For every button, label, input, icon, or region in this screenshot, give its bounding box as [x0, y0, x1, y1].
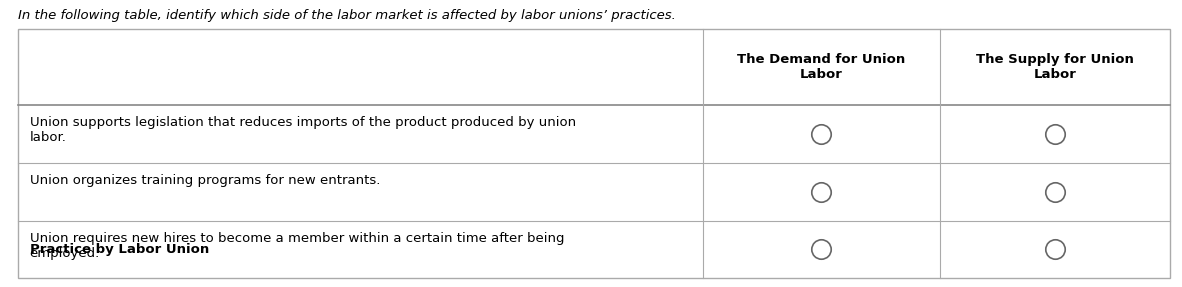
Text: The Demand for Union
Labor: The Demand for Union Labor — [738, 53, 905, 81]
Text: Union organizes training programs for new entrants.: Union organizes training programs for ne… — [30, 174, 379, 187]
Text: In the following table, identify which side of the labor market is affected by l: In the following table, identify which s… — [18, 9, 676, 22]
Text: Union supports legislation that reduces imports of the product produced by union: Union supports legislation that reduces … — [30, 116, 576, 144]
Text: Practice by Labor Union: Practice by Labor Union — [30, 243, 209, 256]
Text: The Supply for Union
Labor: The Supply for Union Labor — [976, 53, 1134, 81]
Text: Union requires new hires to become a member within a certain time after being
em: Union requires new hires to become a mem… — [30, 232, 564, 260]
Bar — [18, 29, 1170, 278]
